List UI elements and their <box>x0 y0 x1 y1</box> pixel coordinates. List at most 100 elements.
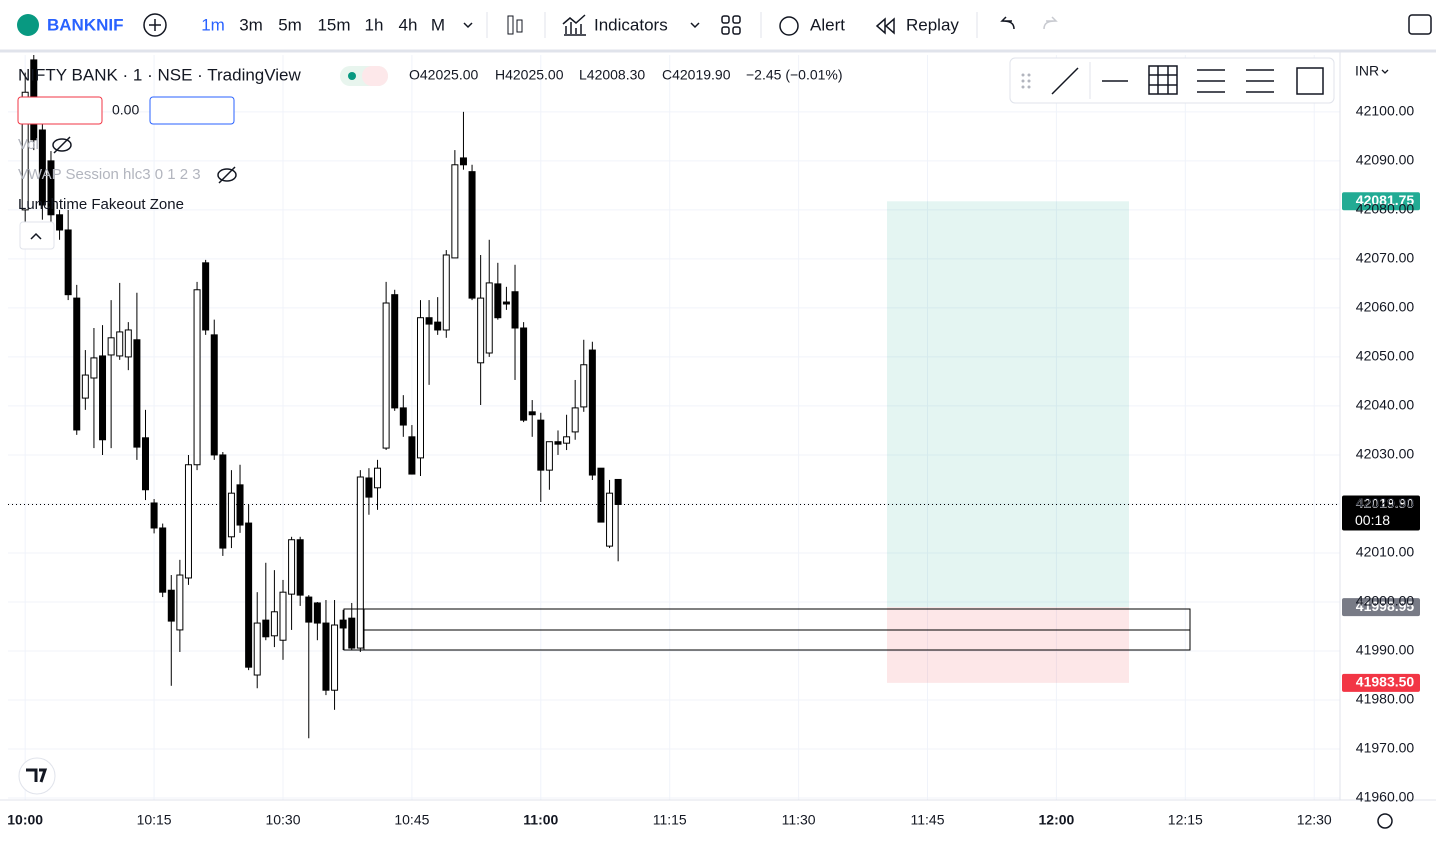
price-label-text: 42019.90 <box>1356 495 1415 511</box>
candle-up <box>193 289 201 466</box>
top-toolbar <box>0 0 1436 50</box>
candle-up <box>279 591 287 641</box>
candle-down <box>210 334 218 456</box>
plus-icon <box>149 19 161 31</box>
redo-button[interactable] <box>1043 16 1058 30</box>
price-label <box>1342 673 1420 692</box>
position-loss[interactable] <box>887 607 1129 683</box>
x-tick-label: 10:30 <box>265 812 300 828</box>
y-tick-label: 42020.00 <box>1356 495 1415 511</box>
symbol-logo <box>17 14 39 36</box>
fullscreen-button[interactable] <box>1408 14 1432 35</box>
study-name[interactable]: Lunchtime Fakeout Zone <box>18 196 184 213</box>
candle-up <box>331 624 339 691</box>
price-label-text: 41998.95 <box>1356 598 1415 614</box>
interval-button[interactable]: 5m <box>278 15 302 34</box>
candle-down <box>245 522 253 668</box>
symbol-name[interactable]: BANKNIF <box>47 15 124 34</box>
x-tick-label: 11:15 <box>653 812 687 828</box>
candle-up <box>288 539 296 595</box>
candle-up <box>227 492 235 538</box>
trendline-tool[interactable] <box>1051 67 1079 95</box>
candle-up <box>124 329 132 358</box>
study-name[interactable]: VWAP Session hlc3 0 1 2 3 <box>18 166 201 183</box>
candle-down <box>56 214 64 231</box>
fib-tool[interactable] <box>1197 69 1225 93</box>
candle-up <box>81 374 89 399</box>
compare-button[interactable] <box>143 13 167 37</box>
candle-down <box>133 339 141 448</box>
y-tick-label: 41990.00 <box>1356 642 1415 658</box>
price-label <box>1342 495 1420 531</box>
drag-handle[interactable] <box>1021 73 1031 89</box>
interval-button[interactable]: 15m <box>317 15 350 34</box>
candle-down <box>262 619 270 638</box>
y-tick-label: 42070.00 <box>1356 250 1415 266</box>
candle-down <box>236 484 244 526</box>
chart-type-button[interactable] <box>507 15 514 35</box>
status-dot <box>348 72 356 80</box>
interval-dropdown[interactable] <box>463 22 473 29</box>
study-name[interactable]: Vol <box>18 136 39 153</box>
candle-down <box>468 171 476 299</box>
candle-down <box>73 297 81 431</box>
candle-down <box>99 355 107 441</box>
settings-button[interactable] <box>1377 813 1393 829</box>
candle-up <box>545 441 553 471</box>
hide-icons <box>52 136 237 184</box>
candle-up <box>606 492 614 547</box>
candle-down <box>391 294 399 409</box>
y-tick-label: 41960.00 <box>1356 789 1415 805</box>
y-tick-label: 41980.00 <box>1356 691 1415 707</box>
y-tick-label: 42080.00 <box>1356 201 1415 217</box>
position-profit[interactable] <box>887 201 1129 608</box>
rectangle-tool[interactable] <box>1296 67 1324 95</box>
parallel-tool[interactable] <box>1246 69 1274 93</box>
y-tick-label: 42050.00 <box>1356 348 1415 364</box>
candle-down <box>408 436 416 475</box>
candle-up <box>382 302 390 449</box>
currency[interactable]: INR <box>1355 63 1379 79</box>
grid-tool[interactable] <box>1148 65 1178 95</box>
x-tick-label: 11:30 <box>782 812 816 828</box>
ohlc-value: C42019.90 <box>662 67 731 83</box>
candle-down <box>528 411 536 416</box>
layouts-button[interactable] <box>721 15 741 35</box>
candle-down <box>502 301 510 305</box>
currency-dropdown <box>1381 69 1389 74</box>
candle-down <box>494 283 502 319</box>
chart-type-icon <box>516 19 523 33</box>
candle-down <box>296 539 304 596</box>
x-tick-label: 12:00 <box>1039 812 1075 828</box>
undo-button[interactable] <box>1000 16 1015 30</box>
alert-icon <box>779 16 799 36</box>
candle-down <box>554 441 562 445</box>
buy-box[interactable] <box>149 96 235 125</box>
legend-title[interactable]: NIFTY BANK · 1 · NSE · TradingView <box>18 65 302 84</box>
candle-down <box>339 619 347 629</box>
y-tick-label: 42030.00 <box>1356 446 1415 462</box>
interval-button[interactable]: 4h <box>399 15 418 34</box>
interval-button[interactable]: 1h <box>365 15 384 34</box>
ohlc-value: L42008.30 <box>579 67 645 83</box>
sell-box[interactable] <box>17 96 103 125</box>
candle-down <box>202 262 210 331</box>
candle-down <box>305 596 313 623</box>
interval-button[interactable]: 1m <box>201 15 225 34</box>
candle-up <box>374 467 382 489</box>
interval-button[interactable]: 3m <box>239 15 263 34</box>
replay-button[interactable]: Replay <box>906 15 959 34</box>
indicators-dropdown[interactable] <box>690 22 700 29</box>
indicators-button[interactable]: Indicators <box>594 15 668 34</box>
candle-up <box>253 622 261 676</box>
candle-up <box>107 337 115 356</box>
candle-up <box>356 476 364 649</box>
candle-up <box>451 164 459 259</box>
alert-button[interactable]: Alert <box>810 15 845 34</box>
candle-down <box>425 317 433 325</box>
candle-down <box>313 602 321 624</box>
interval-button[interactable]: M <box>431 15 445 34</box>
chevron-up <box>30 232 42 240</box>
